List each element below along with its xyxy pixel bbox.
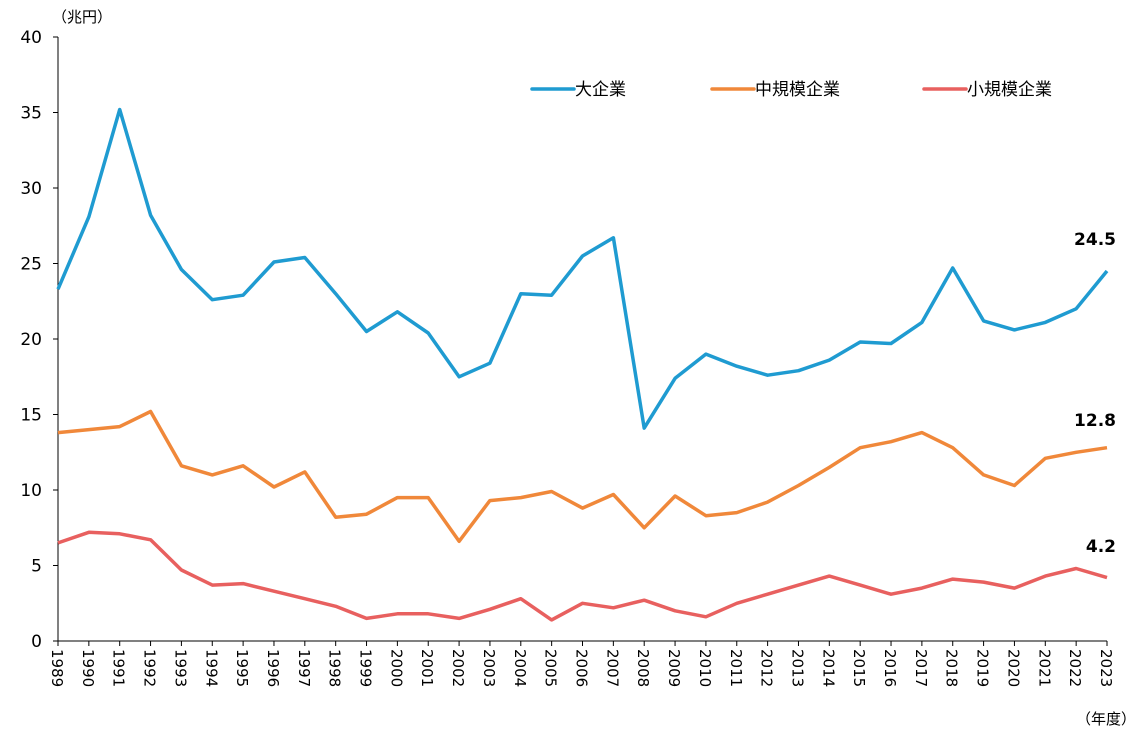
x-tick-label: 2021 (1035, 649, 1053, 687)
x-tick-label: 2022 (1066, 649, 1084, 687)
x-tick-label: 2011 (727, 649, 745, 687)
end-data-label: 4.2 (1086, 537, 1116, 557)
x-tick-label: 2016 (881, 649, 899, 687)
y-tick-label: 5 (31, 557, 42, 577)
x-tick-label: 1997 (295, 649, 313, 687)
x-tick-label: 2013 (788, 649, 806, 687)
x-tick-label: 2023 (1097, 649, 1115, 687)
x-tick-label: 1994 (202, 649, 220, 687)
end-data-label: 24.5 (1074, 230, 1116, 250)
y-tick-label: 40 (20, 28, 42, 48)
x-tick-label: 1990 (79, 649, 97, 687)
x-tick-label: 2001 (418, 649, 436, 687)
x-tick-label: 1991 (110, 649, 128, 687)
series-line-1 (56, 107, 1109, 430)
x-tick-label: 2006 (573, 649, 591, 687)
x-axis-unit: （年度） (1076, 710, 1136, 728)
x-tick-label: 2010 (696, 649, 714, 687)
x-tick-label: 1993 (171, 649, 189, 687)
x-tick-label: 1999 (357, 649, 375, 687)
x-tick-label: 2007 (603, 649, 621, 687)
x-tick-label: 1998 (326, 649, 344, 687)
x-tick-label: 2020 (1004, 649, 1022, 687)
x-tick-label: 2012 (758, 649, 776, 687)
x-tick-label: 2014 (819, 649, 837, 687)
end-data-label: 12.8 (1074, 411, 1116, 431)
x-tick-label: 2019 (974, 649, 992, 687)
x-tick-label: 2015 (850, 649, 868, 687)
x-tick-label: 2004 (511, 649, 529, 687)
y-tick-label: 0 (31, 632, 42, 652)
x-tick-label: 2003 (480, 649, 498, 687)
series-line-2 (57, 409, 1108, 544)
y-tick-label: 30 (20, 179, 42, 199)
x-tick-label: 1992 (141, 649, 159, 687)
legend-label: 中規模企業 (755, 80, 840, 100)
y-tick-label: 20 (20, 330, 42, 350)
legend-label: 大企業 (575, 80, 626, 100)
y-axis-unit: （兆円） (52, 8, 112, 26)
y-tick-label: 15 (20, 406, 42, 426)
x-tick-label: 2009 (665, 649, 683, 687)
x-tick-label: 2000 (387, 649, 405, 687)
x-tick-label: 2017 (912, 649, 930, 687)
x-tick-label: 1995 (233, 649, 251, 687)
legend-label: 小規模企業 (967, 80, 1052, 100)
y-tick-label: 25 (20, 255, 42, 275)
x-tick-label: 2018 (943, 649, 961, 687)
y-tick-label: 35 (20, 104, 42, 124)
y-tick-label: 10 (20, 481, 42, 501)
x-tick-label: 2002 (449, 649, 467, 687)
x-tick-label: 2008 (634, 649, 652, 687)
series-line-3 (57, 530, 1108, 622)
x-tick-label: 2005 (542, 649, 560, 687)
x-tick-label: 1996 (264, 649, 282, 687)
x-tick-label: 1989 (48, 649, 66, 687)
